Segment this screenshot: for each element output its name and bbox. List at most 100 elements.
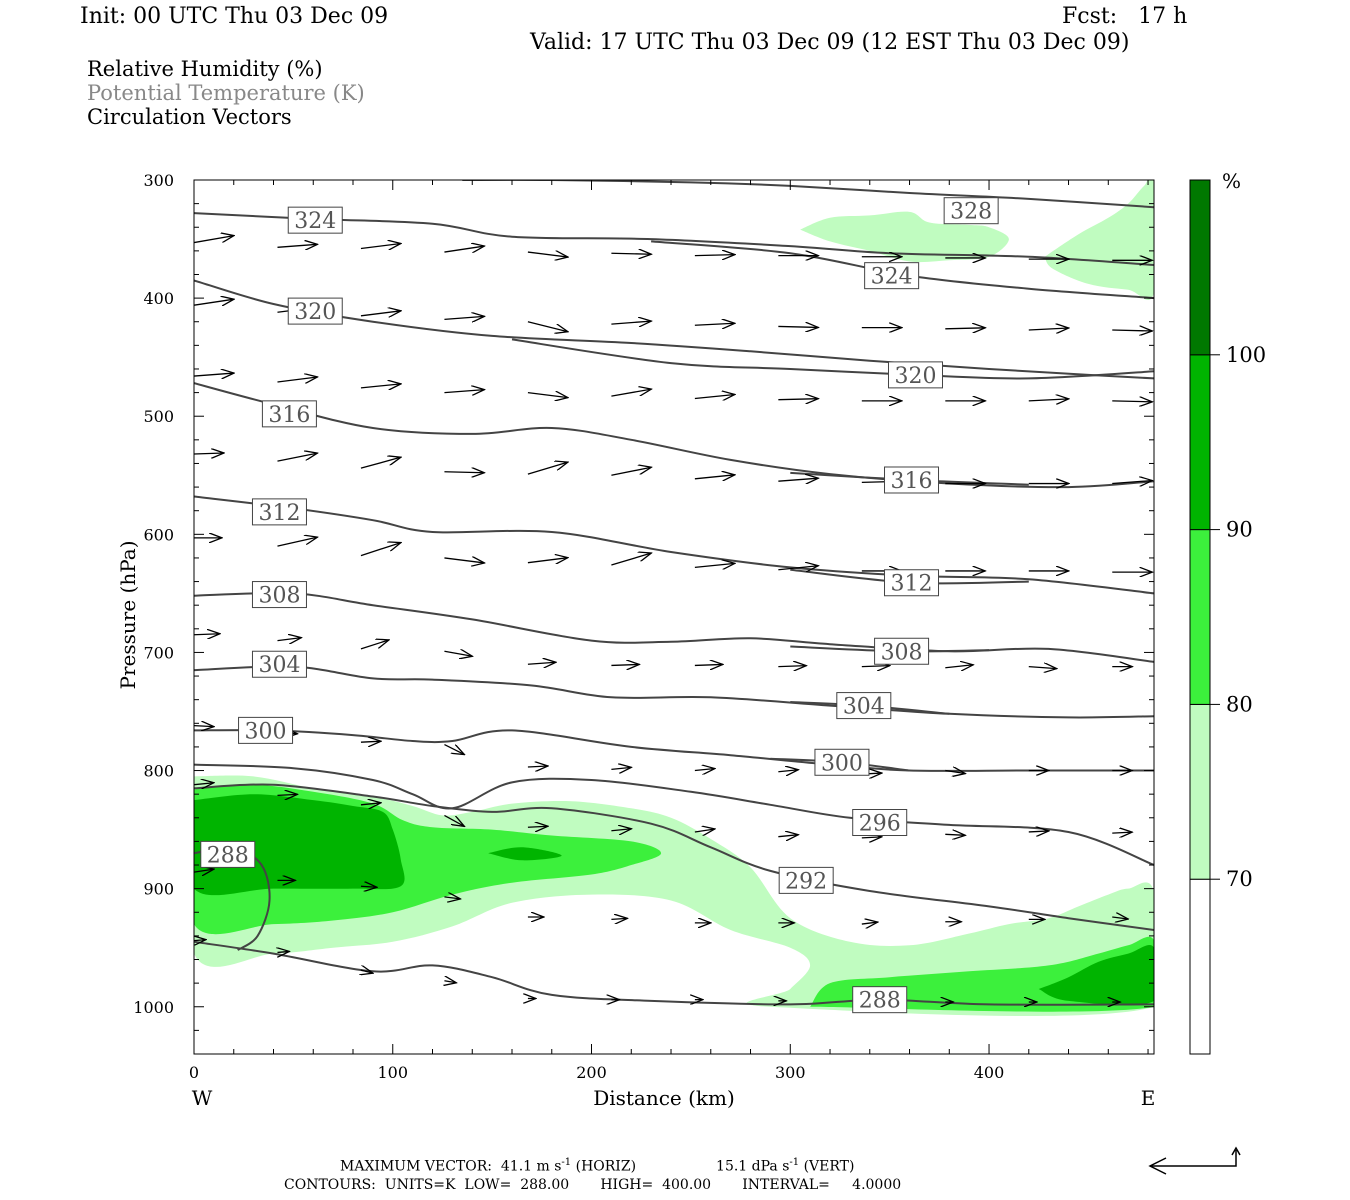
circulation-vector	[444, 558, 484, 563]
colorbar: 70 80 90 100%	[1189, 169, 1266, 1055]
isentrope-label-text: 320	[294, 300, 336, 325]
colorbar-segment	[1189, 878, 1211, 1055]
isentrope-label-text: 320	[894, 364, 936, 389]
circulation-vector	[527, 321, 568, 332]
circulation-vector	[611, 918, 627, 919]
x-tick-label: 300	[775, 1063, 806, 1082]
isentrope-label-296: 296	[852, 809, 908, 837]
circulation-vector	[694, 395, 735, 399]
circulation-vector	[1028, 399, 1069, 401]
isentrope-label-308: 308	[874, 637, 930, 665]
circulation-vector	[611, 321, 651, 324]
circulation-vector	[360, 384, 401, 388]
circulation-vector	[778, 770, 798, 772]
circulation-vector	[1112, 401, 1152, 402]
axes: 300 400 500 600 700 800 900 1000 0 100 200 300 400 W E…	[116, 171, 1155, 1110]
init-time: Init: 00 UTC Thu 03 Dec 09	[80, 4, 389, 29]
colorbar-segment	[1189, 354, 1211, 531]
circulation-vector	[444, 651, 472, 656]
circulation-vector	[194, 299, 234, 305]
isentrope-label-text: 316	[268, 403, 310, 428]
circulation-vector	[861, 666, 890, 667]
isentrope-label-324: 324	[864, 262, 920, 290]
circulation-vector	[527, 826, 548, 827]
max-vector-line: MAXIMUM VECTOR: 41.1 m s-1 (HORIZ) 15.1 d…	[340, 1158, 854, 1174]
circulation-vector	[360, 311, 401, 316]
y-axis-title: Pressure (hPa)	[116, 541, 140, 690]
isentrope-label-text: 292	[785, 869, 827, 894]
max-vector-horiz-label: (HORIZ)	[571, 1158, 637, 1175]
circulation-vector	[527, 252, 568, 257]
isentrope-label-text: 328	[950, 200, 992, 225]
circulation-vector	[611, 389, 651, 397]
isentrope-label-text: 300	[245, 719, 287, 744]
y-tick-label: 1000	[133, 998, 174, 1017]
circulation-vector	[277, 794, 297, 795]
isentrope-label-288: 288	[852, 986, 908, 1014]
circulation-vector	[527, 662, 556, 664]
circulation-vector	[277, 951, 289, 952]
isentrope-label-text: 316	[891, 469, 933, 494]
isentrope-300	[194, 729, 1154, 772]
y-tick-label: 300	[143, 171, 174, 190]
circulation-vector	[778, 835, 798, 837]
circulation-vector	[694, 664, 723, 665]
circulation-vector	[527, 558, 568, 563]
isentrope-label-308: 308	[251, 581, 307, 609]
circulation-vector	[444, 390, 484, 393]
circulation-vector	[527, 766, 548, 767]
isentrope-label-288: 288	[200, 840, 256, 868]
max-vector-vert-label: (VERT)	[799, 1158, 855, 1175]
circulation-vector	[360, 640, 389, 650]
colorbar-unit-label: %	[1222, 169, 1241, 193]
isentrope-316	[194, 382, 1154, 489]
circulation-vector	[1028, 328, 1069, 330]
circulation-vector	[611, 467, 651, 476]
isentrope-label-304: 304	[251, 650, 307, 678]
x-axis-title: Distance (km)	[593, 1086, 735, 1110]
colorbar-level-label: 80	[1226, 692, 1253, 716]
isentrope-label-316: 316	[884, 466, 940, 494]
isentrope-label-312: 312	[884, 569, 940, 597]
circulation-vector	[694, 829, 715, 832]
isentrope-label-text: 288	[859, 989, 901, 1014]
circulation-vector	[194, 783, 214, 785]
circulation-vector	[778, 399, 818, 400]
circulation-vector	[444, 981, 456, 983]
isentrope-label-text: 300	[821, 751, 863, 776]
circulation-vector	[611, 829, 631, 831]
circulation-vector	[611, 664, 639, 665]
circulation-vector	[778, 666, 806, 667]
circulation-vector	[778, 478, 818, 481]
circulation-vector	[527, 393, 568, 398]
rh-region-70-80	[1044, 180, 1154, 300]
isentrope-labels: 324 328 320 324 316 320 312 316 312 308 308 304 304 3…	[200, 197, 999, 1014]
circulation-vector	[1112, 917, 1128, 919]
circulation-vector	[694, 323, 735, 325]
contour-info-line: CONTOURS: UNITS=K LOW= 288.00 HIGH= 400.…	[284, 1177, 902, 1193]
rh-region-90-100	[194, 794, 405, 896]
circulation-vector	[945, 834, 965, 835]
valid-time: Valid: 17 UTC Thu 03 Dec 09 (12 EST Thu …	[530, 30, 1130, 55]
circulation-vector	[1112, 481, 1152, 484]
circulation-vector	[444, 472, 484, 473]
isentrope-328	[462, 180, 1154, 209]
circulation-vector	[945, 328, 985, 329]
circulation-vector	[861, 837, 882, 838]
circulation-vector	[194, 453, 224, 454]
colorbar-segment	[1189, 179, 1211, 356]
isentrope-304	[194, 665, 1154, 719]
rh-region-70-80	[800, 211, 1009, 263]
colorbar-segment	[1189, 703, 1211, 880]
circulation-vector	[1028, 831, 1049, 832]
isentrope-label-text: 304	[258, 653, 300, 678]
isentrope-320	[511, 338, 1154, 380]
isentrope-label-320: 320	[887, 361, 943, 389]
isentrope-label-text: 324	[871, 265, 913, 290]
circulation-vector	[694, 563, 735, 567]
circulation-vector	[694, 475, 735, 479]
isentrope-324	[194, 212, 1154, 266]
field-label-potential-temperature: Potential Temperature (K)	[87, 81, 365, 105]
circulation-vector	[194, 236, 234, 244]
circulation-vector	[611, 253, 651, 254]
